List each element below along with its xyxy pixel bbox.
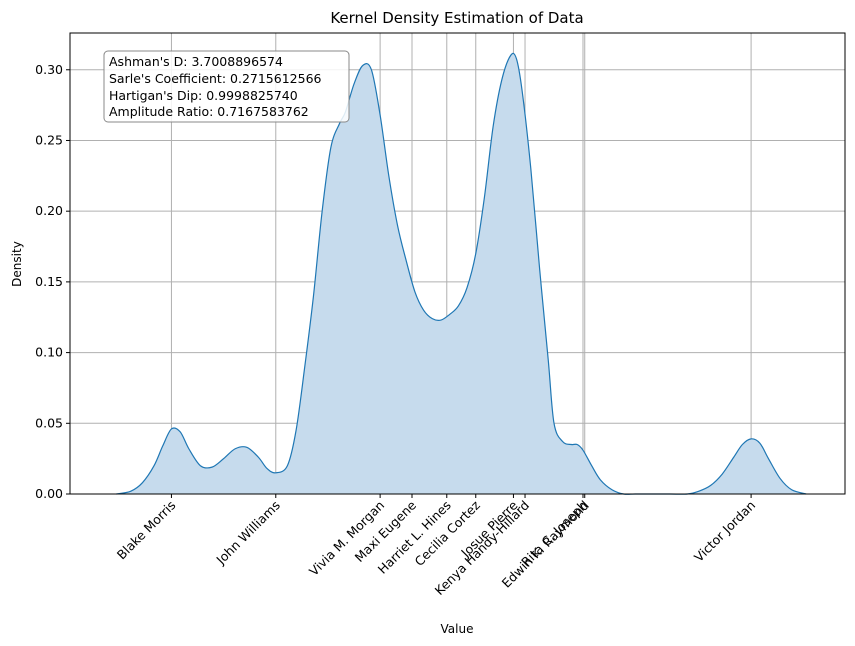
stats-box: Ashman's D: 3.7008896574 Sarle's Coeffic… — [103, 50, 350, 123]
y-tick-label: 0.30 — [35, 62, 63, 77]
y-tick-label: 0.25 — [35, 132, 63, 147]
stats-line-ashman: Ashman's D: 3.7008896574 — [109, 54, 283, 69]
plot-frame — [69, 32, 846, 495]
chart-title: Kernel Density Estimation of Data — [330, 9, 583, 27]
y-axis-label: Density — [10, 241, 24, 287]
y-tick-label: 0.10 — [35, 345, 63, 360]
stats-line-amplitude: Amplitude Ratio: 0.7167583762 — [109, 104, 309, 119]
y-tick-label: 0.05 — [35, 415, 63, 430]
density-area — [116, 53, 807, 495]
x-axis-label: Value — [441, 622, 474, 636]
stats-line-sarle: Sarle's Coefficient: 0.2715612566 — [109, 71, 322, 86]
y-tick-label: 0.15 — [35, 274, 63, 289]
y-tick-label: 0.00 — [35, 486, 63, 501]
y-tick-label: 0.20 — [35, 203, 63, 218]
stats-line-hartigan: Hartigan's Dip: 0.9998825740 — [109, 88, 298, 103]
stats-box-frame — [103, 50, 350, 123]
